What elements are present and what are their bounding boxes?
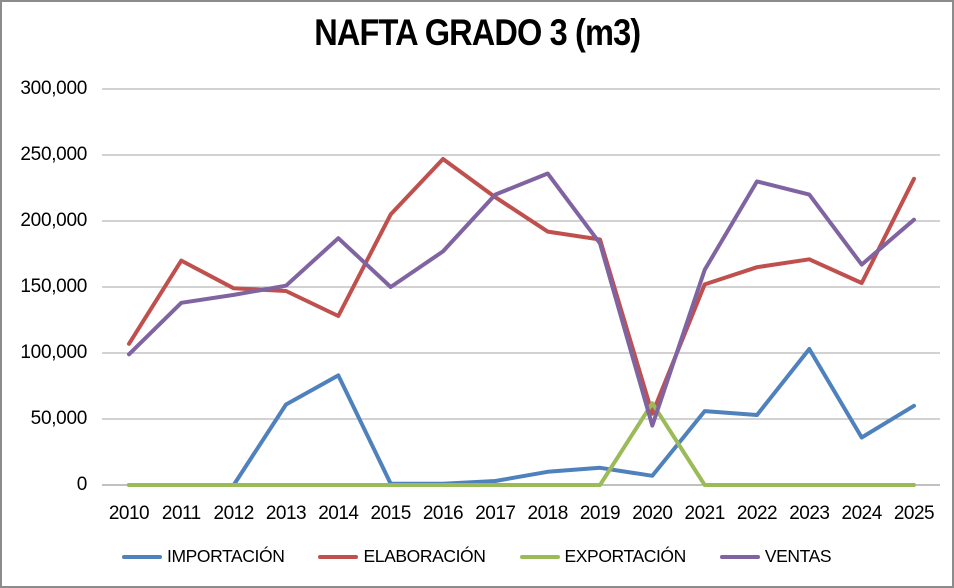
x-tick-label: 2010: [108, 503, 150, 524]
x-tick-label: 2012: [213, 503, 255, 524]
legend-marker: [519, 554, 560, 559]
x-tick-label: 2017: [475, 503, 516, 524]
x-tick-label: 2019: [579, 503, 621, 524]
legend: IMPORTACIÓN ELABORACIÓN EXPORTACIÓN VENTAS: [122, 546, 832, 567]
x-tick-label: 2025: [893, 503, 935, 524]
legend-label: ELABORACIÓN: [363, 546, 486, 566]
legend-item-exportacion: EXPORTACIÓN: [519, 546, 687, 567]
x-tick-label: 2015: [370, 503, 412, 524]
y-tick-label: 250,000: [20, 144, 87, 165]
y-tick-label: 150,000: [20, 276, 87, 297]
y-tick-label: 300,000: [20, 78, 87, 99]
legend-item-elaboracion: ELABORACIÓN: [318, 546, 486, 567]
legend-label: IMPORTACIÓN: [167, 546, 285, 566]
x-tick-label: 2018: [527, 503, 569, 524]
legend-marker: [122, 554, 162, 559]
x-tick-label: 2016: [422, 503, 464, 524]
x-tick-label: 2024: [841, 503, 883, 524]
chart-title: NAFTA GRADO 3 (m3): [2, 12, 952, 54]
y-tick-label: 50,000: [30, 408, 88, 429]
series-line-importacion: [127, 347, 916, 487]
legend-item-ventas: VENTAS: [719, 546, 832, 567]
series-line-elaboracion: [127, 157, 916, 416]
legend-marker: [719, 554, 760, 559]
x-tick-label: 2014: [318, 503, 359, 524]
legend-item-importacion: IMPORTACIÓN: [122, 546, 285, 567]
y-tick-label: 100,000: [20, 342, 87, 363]
x-tick-label: 2022: [736, 503, 778, 524]
y-tick-label: 200,000: [20, 210, 87, 231]
legend-label: EXPORTACIÓN: [564, 546, 687, 566]
x-tick-label: 2013: [265, 503, 307, 524]
x-tick-label: 2023: [789, 503, 830, 524]
series-line-ventas: [127, 171, 916, 428]
legend-marker: [318, 554, 359, 559]
legend-label: VENTAS: [764, 546, 832, 566]
chart-title-text: NAFTA GRADO 3 (m3): [313, 12, 641, 53]
x-tick-label: 2011: [161, 503, 201, 524]
x-tick-label: 2020: [632, 503, 673, 524]
y-tick-label: 0: [76, 474, 88, 495]
x-tick-label: 2021: [684, 503, 726, 524]
series-line-exportacion: [127, 401, 916, 487]
